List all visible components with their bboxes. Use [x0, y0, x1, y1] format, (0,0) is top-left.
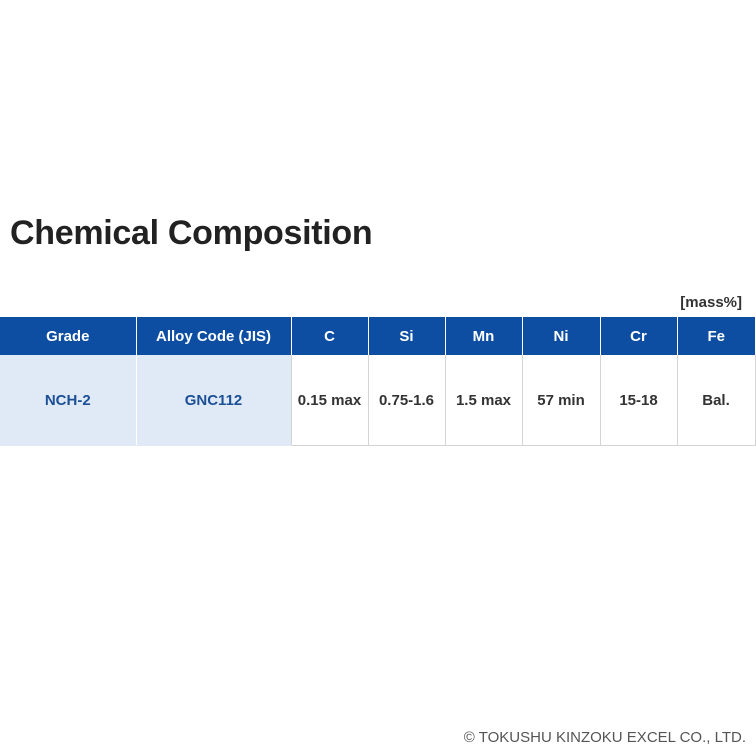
- cell-alloy-code: GNC112: [135, 355, 291, 446]
- cell-fe: Bal.: [676, 355, 756, 446]
- unit-label: [mass%]: [680, 294, 742, 311]
- header-mn: Mn: [444, 317, 522, 355]
- table-header-row: Grade Alloy Code (JIS) C Si Mn Ni Cr Fe: [0, 317, 755, 355]
- header-grade: Grade: [0, 317, 136, 355]
- table-row: NCH-2 GNC112 0.15 max 0.75-1.6 1.5 max 5…: [0, 355, 756, 446]
- cell-grade: NCH-2: [0, 355, 136, 446]
- cell-ni: 57 min: [521, 355, 600, 446]
- cell-si: 0.75-1.6: [367, 355, 445, 446]
- header-ni: Ni: [521, 317, 600, 355]
- composition-table: Grade Alloy Code (JIS) C Si Mn Ni Cr Fe …: [0, 317, 756, 446]
- cell-mn: 1.5 max: [444, 355, 522, 446]
- header-c: C: [290, 317, 368, 355]
- page-title: Chemical Composition: [10, 214, 373, 252]
- copyright-notice: © TOKUSHU KINZOKU EXCEL CO., LTD.: [463, 729, 746, 746]
- header-si: Si: [367, 317, 445, 355]
- header-cr: Cr: [599, 317, 677, 355]
- header-alloy-code: Alloy Code (JIS): [135, 317, 291, 355]
- cell-c: 0.15 max: [290, 355, 368, 446]
- cell-cr: 15-18: [599, 355, 677, 446]
- header-fe: Fe: [676, 317, 755, 355]
